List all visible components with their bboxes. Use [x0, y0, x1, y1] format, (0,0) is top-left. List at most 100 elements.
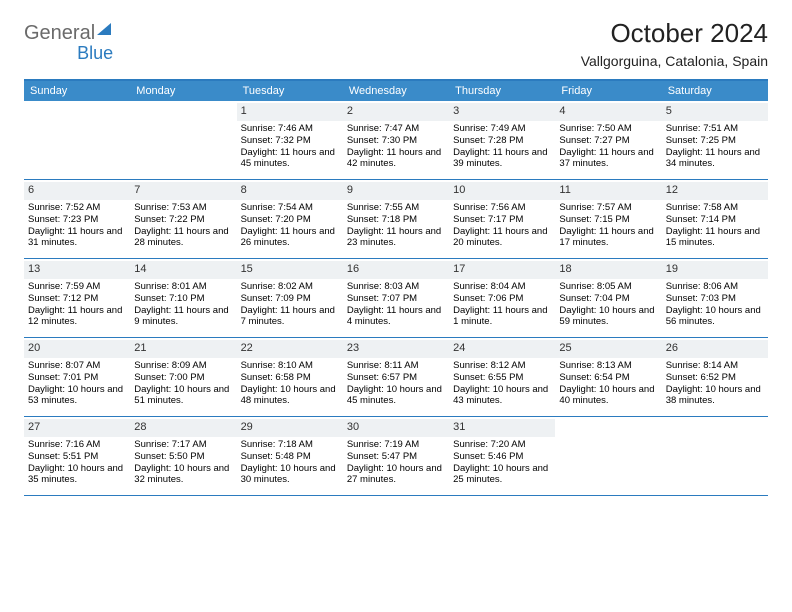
sunrise-text: Sunrise: 8:01 AM — [134, 281, 232, 293]
sunrise-text: Sunrise: 7:17 AM — [134, 439, 232, 451]
calendar: SundayMondayTuesdayWednesdayThursdayFrid… — [24, 79, 768, 496]
sunrise-text: Sunrise: 8:11 AM — [347, 360, 445, 372]
daylight-text: Daylight: 10 hours and 48 minutes. — [241, 384, 339, 408]
sunrise-text: Sunrise: 7:49 AM — [453, 123, 551, 135]
sunrise-text: Sunrise: 8:02 AM — [241, 281, 339, 293]
sunset-text: Sunset: 7:20 PM — [241, 214, 339, 226]
daylight-text: Daylight: 10 hours and 30 minutes. — [241, 463, 339, 487]
calendar-cell: 26Sunrise: 8:14 AMSunset: 6:52 PMDayligh… — [662, 338, 768, 416]
calendar-cell: 23Sunrise: 8:11 AMSunset: 6:57 PMDayligh… — [343, 338, 449, 416]
daylight-text: Daylight: 10 hours and 59 minutes. — [559, 305, 657, 329]
daylight-text: Daylight: 11 hours and 37 minutes. — [559, 147, 657, 171]
daylight-text: Daylight: 10 hours and 38 minutes. — [666, 384, 764, 408]
sunset-text: Sunset: 5:48 PM — [241, 451, 339, 463]
calendar-week: ..1Sunrise: 7:46 AMSunset: 7:32 PMDaylig… — [24, 101, 768, 180]
calendar-cell: 5Sunrise: 7:51 AMSunset: 7:25 PMDaylight… — [662, 101, 768, 179]
sunrise-text: Sunrise: 8:06 AM — [666, 281, 764, 293]
day-number: 2 — [343, 103, 449, 121]
page-title: October 2024 — [581, 18, 768, 49]
logo-text-1: General — [24, 22, 95, 44]
daylight-text: Daylight: 11 hours and 1 minute. — [453, 305, 551, 329]
sunrise-text: Sunrise: 8:09 AM — [134, 360, 232, 372]
daylight-text: Daylight: 10 hours and 43 minutes. — [453, 384, 551, 408]
day-number: 30 — [343, 419, 449, 437]
sunrise-text: Sunrise: 7:59 AM — [28, 281, 126, 293]
weekday-header: Thursday — [449, 81, 555, 101]
calendar-cell: 9Sunrise: 7:55 AMSunset: 7:18 PMDaylight… — [343, 180, 449, 258]
day-number: 28 — [130, 419, 236, 437]
calendar-cell: 6Sunrise: 7:52 AMSunset: 7:23 PMDaylight… — [24, 180, 130, 258]
daylight-text: Daylight: 11 hours and 7 minutes. — [241, 305, 339, 329]
daylight-text: Daylight: 11 hours and 34 minutes. — [666, 147, 764, 171]
title-block: October 2024 Vallgorguina, Catalonia, Sp… — [581, 18, 768, 69]
calendar-cell: 4Sunrise: 7:50 AMSunset: 7:27 PMDaylight… — [555, 101, 661, 179]
calendar-cell: 7Sunrise: 7:53 AMSunset: 7:22 PMDaylight… — [130, 180, 236, 258]
day-number: 5 — [662, 103, 768, 121]
calendar-cell: 8Sunrise: 7:54 AMSunset: 7:20 PMDaylight… — [237, 180, 343, 258]
sunset-text: Sunset: 7:18 PM — [347, 214, 445, 226]
calendar-cell: 15 Sunrise: 8:02 AMSunset: 7:09 PMDayligh… — [237, 259, 343, 337]
day-number: 15 — [237, 261, 343, 279]
day-number: 1 — [237, 103, 343, 121]
sunrise-text: Sunrise: 7:19 AM — [347, 439, 445, 451]
daylight-text: Daylight: 10 hours and 56 minutes. — [666, 305, 764, 329]
sunset-text: Sunset: 7:27 PM — [559, 135, 657, 147]
day-number: 9 — [343, 182, 449, 200]
daylight-text: Daylight: 11 hours and 15 minutes. — [666, 226, 764, 250]
sunrise-text: Sunrise: 8:10 AM — [241, 360, 339, 372]
day-number: 26 — [662, 340, 768, 358]
day-number: 29 — [237, 419, 343, 437]
sunset-text: Sunset: 7:01 PM — [28, 372, 126, 384]
sunrise-text: Sunrise: 7:53 AM — [134, 202, 232, 214]
sunrise-text: Sunrise: 7:50 AM — [559, 123, 657, 135]
sunrise-text: Sunrise: 7:56 AM — [453, 202, 551, 214]
calendar-cell: 2Sunrise: 7:47 AMSunset: 7:30 PMDaylight… — [343, 101, 449, 179]
sunset-text: Sunset: 7:32 PM — [241, 135, 339, 147]
day-number: 20 — [24, 340, 130, 358]
daylight-text: Daylight: 11 hours and 31 minutes. — [28, 226, 126, 250]
calendar-cell: 31Sunrise: 7:20 AMSunset: 5:46 PMDayligh… — [449, 417, 555, 495]
daylight-text: Daylight: 11 hours and 17 minutes. — [559, 226, 657, 250]
sunset-text: Sunset: 6:52 PM — [666, 372, 764, 384]
sunset-text: Sunset: 7:09 PM — [241, 293, 339, 305]
day-number: 18 — [555, 261, 661, 279]
day-number: 17 — [449, 261, 555, 279]
daylight-text: Daylight: 10 hours and 51 minutes. — [134, 384, 232, 408]
calendar-cell-empty: . — [555, 417, 661, 495]
day-number: 25 — [555, 340, 661, 358]
sunset-text: Sunset: 7:17 PM — [453, 214, 551, 226]
calendar-cell: 11Sunrise: 7:57 AMSunset: 7:15 PMDayligh… — [555, 180, 661, 258]
sunset-text: Sunset: 7:03 PM — [666, 293, 764, 305]
day-number: 22 — [237, 340, 343, 358]
weekday-header: Tuesday — [237, 81, 343, 101]
calendar-cell: 27Sunrise: 7:16 AMSunset: 5:51 PMDayligh… — [24, 417, 130, 495]
sunset-text: Sunset: 5:47 PM — [347, 451, 445, 463]
day-number: 13 — [24, 261, 130, 279]
day-number: 31 — [449, 419, 555, 437]
sunrise-text: Sunrise: 8:03 AM — [347, 281, 445, 293]
daylight-text: Daylight: 11 hours and 9 minutes. — [134, 305, 232, 329]
daylight-text: Daylight: 10 hours and 35 minutes. — [28, 463, 126, 487]
calendar-cell: 12Sunrise: 7:58 AMSunset: 7:14 PMDayligh… — [662, 180, 768, 258]
sunset-text: Sunset: 7:06 PM — [453, 293, 551, 305]
sunrise-text: Sunrise: 8:13 AM — [559, 360, 657, 372]
daylight-text: Daylight: 10 hours and 45 minutes. — [347, 384, 445, 408]
weekday-header-row: SundayMondayTuesdayWednesdayThursdayFrid… — [24, 81, 768, 101]
day-number: 27 — [24, 419, 130, 437]
sunrise-text: Sunrise: 7:46 AM — [241, 123, 339, 135]
daylight-text: Daylight: 10 hours and 25 minutes. — [453, 463, 551, 487]
calendar-cell: 16Sunrise: 8:03 AMSunset: 7:07 PMDayligh… — [343, 259, 449, 337]
day-number: 16 — [343, 261, 449, 279]
sunset-text: Sunset: 7:07 PM — [347, 293, 445, 305]
daylight-text: Daylight: 11 hours and 20 minutes. — [453, 226, 551, 250]
sunrise-text: Sunrise: 7:47 AM — [347, 123, 445, 135]
sunrise-text: Sunrise: 7:18 AM — [241, 439, 339, 451]
weekday-header: Sunday — [24, 81, 130, 101]
sunset-text: Sunset: 5:46 PM — [453, 451, 551, 463]
sunrise-text: Sunrise: 7:55 AM — [347, 202, 445, 214]
weekday-header: Friday — [555, 81, 661, 101]
sunset-text: Sunset: 6:55 PM — [453, 372, 551, 384]
sunrise-text: Sunrise: 8:05 AM — [559, 281, 657, 293]
calendar-cell-empty: . — [24, 101, 130, 179]
sunset-text: Sunset: 7:04 PM — [559, 293, 657, 305]
